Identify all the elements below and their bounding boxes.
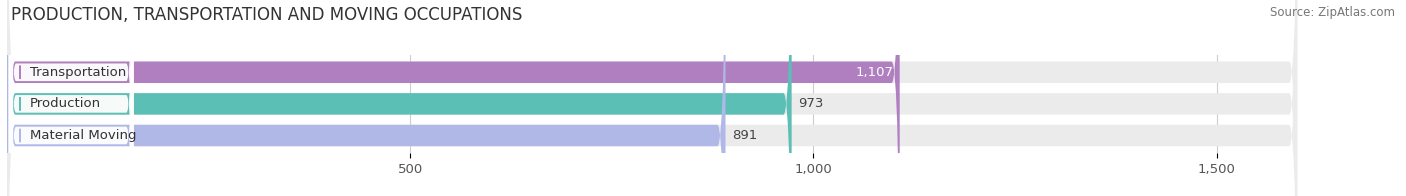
Text: Transportation: Transportation bbox=[30, 66, 127, 79]
FancyBboxPatch shape bbox=[7, 0, 725, 196]
Text: 973: 973 bbox=[799, 97, 824, 110]
Text: PRODUCTION, TRANSPORTATION AND MOVING OCCUPATIONS: PRODUCTION, TRANSPORTATION AND MOVING OC… bbox=[11, 6, 523, 24]
FancyBboxPatch shape bbox=[8, 0, 134, 196]
FancyBboxPatch shape bbox=[7, 0, 1298, 196]
FancyBboxPatch shape bbox=[7, 0, 900, 196]
FancyBboxPatch shape bbox=[7, 0, 1298, 196]
Text: Material Moving: Material Moving bbox=[30, 129, 136, 142]
Text: Production: Production bbox=[30, 97, 101, 110]
Text: 891: 891 bbox=[733, 129, 758, 142]
FancyBboxPatch shape bbox=[7, 0, 792, 196]
Text: 1,107: 1,107 bbox=[855, 66, 893, 79]
FancyBboxPatch shape bbox=[8, 0, 134, 196]
FancyBboxPatch shape bbox=[7, 0, 1298, 196]
Text: Source: ZipAtlas.com: Source: ZipAtlas.com bbox=[1270, 6, 1395, 19]
FancyBboxPatch shape bbox=[8, 0, 134, 196]
